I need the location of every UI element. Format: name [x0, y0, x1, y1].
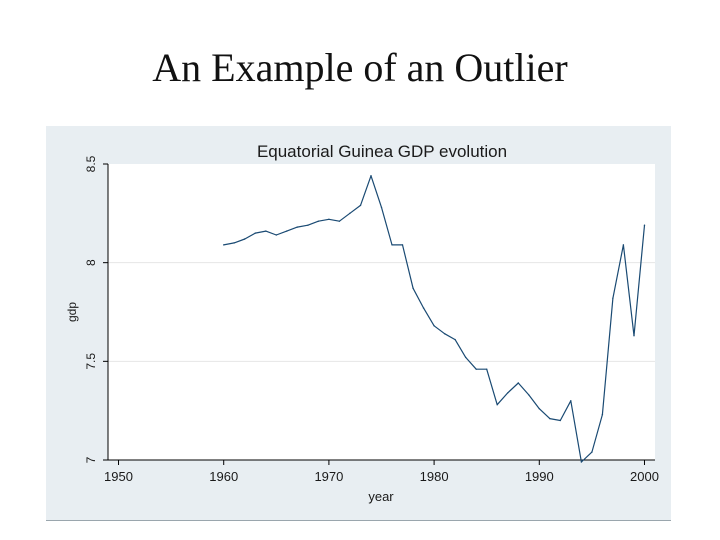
data-point: [601, 413, 604, 416]
data-point: [507, 392, 509, 394]
x-axis-ticks: 1950 1960 1970 1980 1990 2000: [104, 460, 659, 484]
data-point: [475, 368, 477, 370]
x-tick-label: 1960: [209, 469, 238, 484]
data-point: [454, 338, 456, 341]
data-point: [517, 382, 519, 384]
data-point: [338, 220, 341, 222]
chart-title: Equatorial Guinea GDP evolution: [257, 142, 507, 161]
y-tick-label: 8: [84, 259, 98, 266]
data-point: [622, 244, 625, 246]
data-point: [612, 297, 614, 299]
data-point: [359, 204, 362, 207]
data-point: [412, 287, 414, 289]
slide-title: An Example of an Outlier: [152, 45, 568, 90]
data-point: [233, 242, 235, 244]
data-point: [349, 212, 351, 214]
data-point: [443, 333, 446, 335]
series-layer: [223, 175, 646, 463]
x-tick-label: 2000: [630, 469, 659, 484]
data-point: [633, 335, 635, 337]
data-point: [391, 244, 393, 246]
chart-panel: Equatorial Guinea GDP evolution 1950 1960…: [46, 126, 671, 521]
data-point: [265, 230, 267, 232]
data-point: [465, 356, 467, 359]
gridlines: [108, 262, 655, 362]
data-point: [559, 419, 561, 422]
data-point: [496, 404, 498, 406]
data-point: [244, 238, 246, 240]
data-point: [528, 394, 530, 396]
y-tick-label: 8.5: [84, 155, 98, 172]
data-point: [401, 244, 404, 246]
gdp-line-chart: Equatorial Guinea GDP evolution 1950 1960…: [46, 126, 671, 521]
y-axis-ticks: 7 7.5 8 8.5: [84, 155, 108, 463]
plot-area: [108, 164, 655, 460]
data-point: [591, 451, 593, 453]
x-tick-label: 1950: [104, 469, 133, 484]
y-tick-label: 7.5: [84, 353, 98, 370]
data-point: [307, 224, 309, 226]
data-point: [223, 244, 225, 246]
data-point: [486, 368, 488, 370]
data-point: [380, 206, 383, 209]
data-point: [370, 175, 372, 177]
slide-divider: [46, 520, 671, 521]
data-point: [580, 461, 583, 463]
x-tick-label: 1980: [420, 469, 449, 484]
data-point: [296, 226, 298, 228]
data-point: [317, 220, 320, 222]
data-point: [549, 417, 551, 420]
x-axis-label: year: [368, 489, 394, 504]
x-tick-label: 1990: [525, 469, 554, 484]
data-point: [422, 307, 425, 309]
data-point: [286, 230, 288, 232]
x-tick-label: 1970: [314, 469, 343, 484]
axes: [107, 164, 655, 461]
data-point: [433, 325, 435, 327]
data-point: [570, 400, 572, 402]
data-point: [254, 232, 256, 234]
data-point: [275, 234, 277, 236]
y-axis-label: gdp: [65, 302, 79, 322]
y-tick-label: 7: [84, 456, 98, 463]
data-point: [643, 224, 646, 226]
data-point: [328, 218, 330, 220]
data-point: [538, 408, 540, 410]
